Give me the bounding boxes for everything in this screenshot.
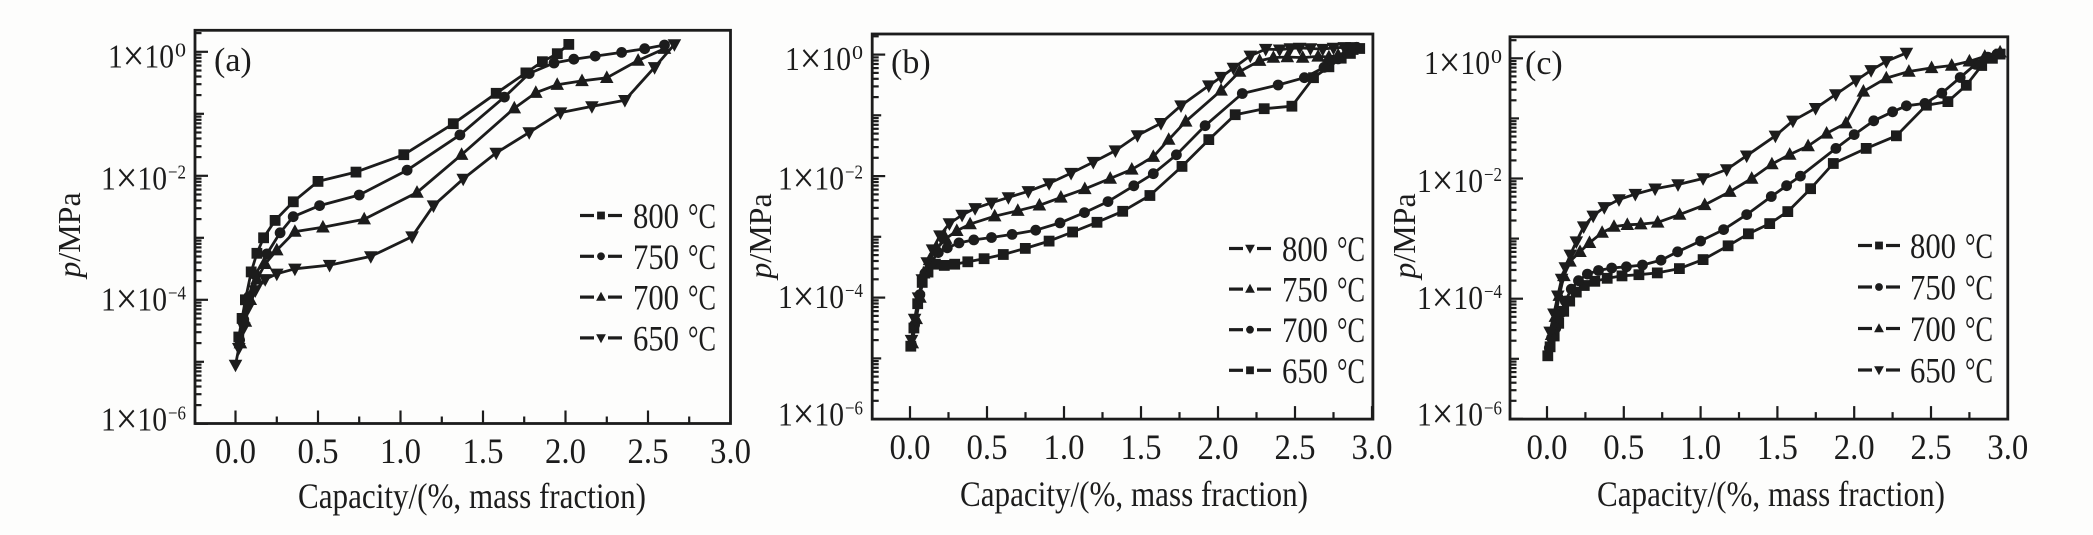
svg-text:(a): (a) — [214, 42, 252, 79]
svg-text:650: 650 — [1910, 351, 1956, 391]
svg-text:1×10: 1×10 — [785, 34, 851, 83]
svg-text:−4: −4 — [168, 282, 186, 304]
svg-text:2.0: 2.0 — [545, 431, 586, 471]
svg-text:p/MPa: p/MPa — [51, 192, 87, 279]
svg-text:°C: °C — [1337, 351, 1365, 391]
svg-text:1×10: 1×10 — [101, 394, 167, 443]
svg-text:−2: −2 — [845, 162, 863, 184]
svg-text:2.5: 2.5 — [628, 431, 669, 471]
svg-text:1×10: 1×10 — [778, 154, 844, 203]
svg-text:−6: −6 — [168, 402, 186, 424]
svg-text:2.5: 2.5 — [1911, 427, 1952, 467]
svg-text:−6: −6 — [1484, 397, 1502, 419]
svg-text:1×10: 1×10 — [778, 390, 844, 439]
svg-text:1×10: 1×10 — [1417, 156, 1483, 205]
svg-text:1×10: 1×10 — [101, 274, 167, 323]
svg-text:1.0: 1.0 — [1680, 427, 1721, 467]
svg-text:0: 0 — [175, 39, 186, 61]
svg-text:800: 800 — [1282, 229, 1328, 269]
svg-text:°C: °C — [1965, 226, 1993, 266]
svg-text:0.0: 0.0 — [890, 427, 931, 467]
svg-text:750: 750 — [1910, 268, 1956, 308]
svg-text:−6: −6 — [845, 398, 863, 420]
svg-text:0: 0 — [852, 42, 863, 64]
svg-text:800: 800 — [633, 196, 679, 236]
svg-text:1×10: 1×10 — [1424, 38, 1490, 87]
svg-text:°C: °C — [1965, 268, 1993, 308]
svg-text:0.5: 0.5 — [1603, 427, 1644, 467]
svg-text:0.5: 0.5 — [967, 427, 1008, 467]
svg-text:2.0: 2.0 — [1198, 427, 1239, 467]
svg-text:Capacity/(%, mass fraction): Capacity/(%, mass fraction) — [1597, 474, 1945, 514]
svg-text:0.0: 0.0 — [215, 431, 256, 471]
svg-text:0.5: 0.5 — [298, 431, 339, 471]
svg-text:1.5: 1.5 — [1757, 427, 1798, 467]
svg-text:1×10: 1×10 — [108, 31, 174, 80]
svg-text:°C: °C — [1337, 229, 1365, 269]
svg-text:(b): (b) — [891, 44, 931, 81]
svg-text:°C: °C — [688, 196, 716, 236]
svg-text:°C: °C — [1965, 351, 1993, 391]
svg-text:°C: °C — [1965, 309, 1993, 349]
svg-text:1.5: 1.5 — [463, 431, 504, 471]
svg-text:−4: −4 — [1484, 281, 1502, 303]
svg-text:2.5: 2.5 — [1275, 427, 1316, 467]
svg-text:−2: −2 — [168, 161, 186, 183]
svg-text:700: 700 — [1910, 309, 1956, 349]
svg-text:Capacity/(%, mass fraction): Capacity/(%, mass fraction) — [298, 476, 646, 516]
svg-text:°C: °C — [1337, 270, 1365, 310]
svg-text:°C: °C — [688, 278, 716, 318]
svg-text:650: 650 — [633, 318, 679, 358]
svg-text:0.0: 0.0 — [1527, 427, 1568, 467]
svg-text:Capacity/(%, mass fraction): Capacity/(%, mass fraction) — [960, 474, 1308, 514]
svg-text:°C: °C — [1337, 310, 1365, 350]
svg-text:2.0: 2.0 — [1834, 427, 1875, 467]
svg-text:1.0: 1.0 — [1044, 427, 1085, 467]
svg-text:750: 750 — [1282, 270, 1328, 310]
svg-text:3.0: 3.0 — [710, 431, 751, 471]
svg-text:700: 700 — [633, 278, 679, 318]
svg-text:−2: −2 — [1484, 164, 1502, 186]
svg-text:1×10: 1×10 — [101, 153, 167, 202]
svg-text:(c): (c) — [1525, 45, 1563, 82]
svg-text:0: 0 — [1491, 46, 1502, 68]
svg-text:°C: °C — [688, 237, 716, 277]
svg-text:3.0: 3.0 — [1352, 427, 1393, 467]
svg-text:1.5: 1.5 — [1121, 427, 1162, 467]
svg-text:°C: °C — [688, 318, 716, 358]
svg-text:3.0: 3.0 — [1987, 427, 2028, 467]
svg-text:700: 700 — [1282, 310, 1328, 350]
svg-text:p/MPa: p/MPa — [1386, 193, 1422, 280]
svg-text:1.0: 1.0 — [380, 431, 421, 471]
svg-text:650: 650 — [1282, 351, 1328, 391]
svg-text:750: 750 — [633, 237, 679, 277]
svg-text:1×10: 1×10 — [1417, 273, 1483, 322]
svg-text:1×10: 1×10 — [778, 272, 844, 321]
svg-text:800: 800 — [1910, 226, 1956, 266]
svg-text:p/MPa: p/MPa — [742, 193, 778, 280]
svg-text:1×10: 1×10 — [1417, 389, 1483, 438]
svg-text:−4: −4 — [845, 280, 863, 302]
